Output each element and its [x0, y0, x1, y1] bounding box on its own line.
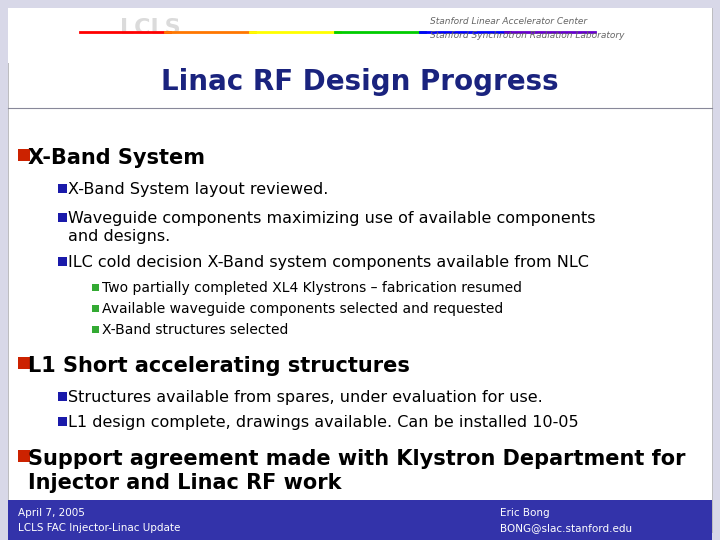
Text: April 7, 2005: April 7, 2005 — [18, 508, 85, 518]
Text: Support agreement made with Klystron Department for
Injector and Linac RF work: Support agreement made with Klystron Dep… — [28, 449, 685, 493]
Bar — [18, 450, 30, 462]
Text: L1 Short accelerating structures: L1 Short accelerating structures — [28, 356, 410, 376]
Text: X-Band System layout reviewed.: X-Band System layout reviewed. — [68, 182, 328, 197]
Bar — [18, 149, 30, 161]
Bar — [58, 213, 67, 222]
Text: ILC cold decision X-Band system components available from NLC: ILC cold decision X-Band system componen… — [68, 255, 589, 270]
Text: Structures available from spares, under evaluation for use.: Structures available from spares, under … — [68, 390, 543, 405]
Text: Waveguide components maximizing use of available components
and designs.: Waveguide components maximizing use of a… — [68, 211, 595, 244]
Bar — [58, 392, 67, 401]
Text: Available waveguide components selected and requested: Available waveguide components selected … — [102, 302, 503, 316]
Bar — [8, 500, 712, 540]
Text: X-Band System: X-Band System — [28, 148, 205, 168]
Bar — [8, 8, 712, 63]
Text: BONG@slac.stanford.edu: BONG@slac.stanford.edu — [500, 523, 632, 533]
Bar — [18, 357, 30, 369]
Text: LCLS FAC Injector-Linac Update: LCLS FAC Injector-Linac Update — [18, 523, 181, 533]
Bar — [58, 417, 67, 426]
Text: Linac RF Design Progress: Linac RF Design Progress — [161, 68, 559, 96]
Bar — [58, 184, 67, 193]
Text: X-Band structures selected: X-Band structures selected — [102, 323, 289, 337]
Bar — [92, 326, 99, 333]
Text: Eric Bong: Eric Bong — [500, 508, 549, 518]
Text: Stanford Synchrotron Radiation Laboratory: Stanford Synchrotron Radiation Laborator… — [430, 31, 624, 40]
Bar — [58, 257, 67, 266]
Text: Two partially completed XL4 Klystrons – fabrication resumed: Two partially completed XL4 Klystrons – … — [102, 281, 522, 295]
Text: Stanford Linear Accelerator Center: Stanford Linear Accelerator Center — [430, 17, 587, 26]
Bar — [92, 305, 99, 312]
Text: L1 design complete, drawings available. Can be installed 10-05: L1 design complete, drawings available. … — [68, 415, 579, 430]
Text: LCLS: LCLS — [120, 18, 180, 38]
Bar — [92, 284, 99, 291]
